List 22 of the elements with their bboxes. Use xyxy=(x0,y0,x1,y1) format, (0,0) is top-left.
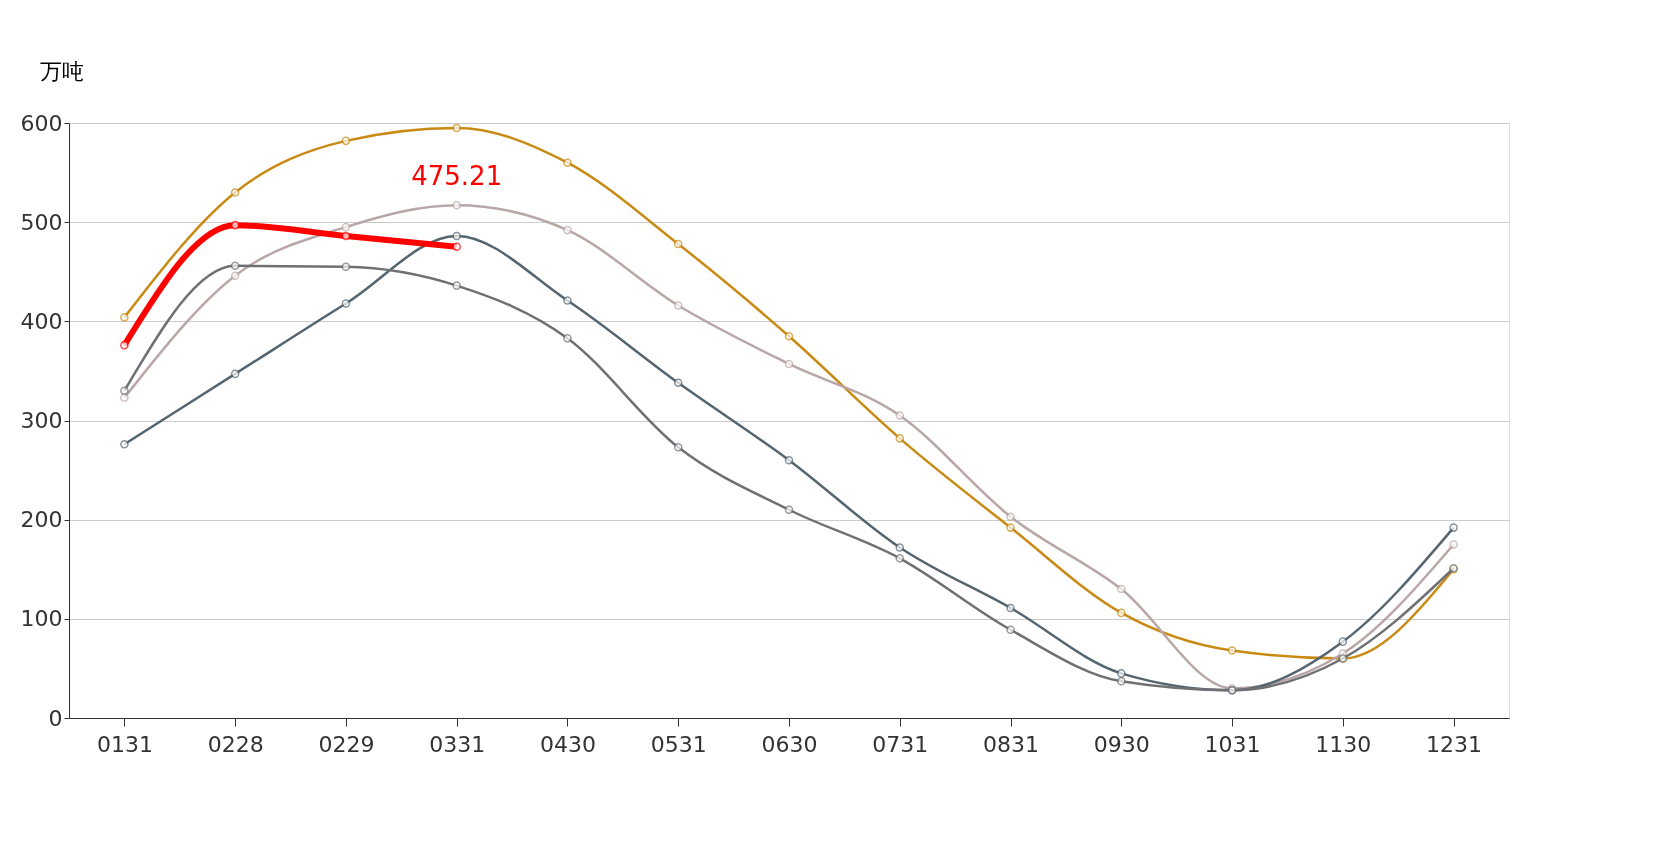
annotation: 475.21 xyxy=(411,160,503,191)
x-tick-label: 0131 xyxy=(96,731,153,757)
x-tick-label: 0229 xyxy=(318,731,375,757)
y-tick-label: 400 xyxy=(20,308,63,334)
x-tick-label: 0228 xyxy=(207,731,264,757)
y-tick-label: 600 xyxy=(20,110,63,136)
x-tick-label: 0331 xyxy=(429,731,486,757)
y-tick-label: 200 xyxy=(20,507,63,533)
x-tick-label: 0930 xyxy=(1093,731,1150,757)
y-tick-label: 500 xyxy=(20,209,63,235)
y-tick-label: 0 xyxy=(48,705,63,731)
x-tick-label: 0430 xyxy=(539,731,596,757)
x-tick-label: 1031 xyxy=(1204,731,1261,757)
x-tick-label: 0630 xyxy=(761,731,818,757)
y-tick-label: 100 xyxy=(20,606,63,632)
x-tick-label: 0531 xyxy=(650,731,707,757)
x-tick-label: 1231 xyxy=(1426,731,1483,757)
y-tick-label: 300 xyxy=(20,408,63,433)
x-tick-label: 0831 xyxy=(983,731,1040,757)
x-tick-label: 1130 xyxy=(1315,731,1372,757)
x-tick-label: 0731 xyxy=(872,731,929,757)
y-axis-title: 万吨 xyxy=(39,58,84,84)
